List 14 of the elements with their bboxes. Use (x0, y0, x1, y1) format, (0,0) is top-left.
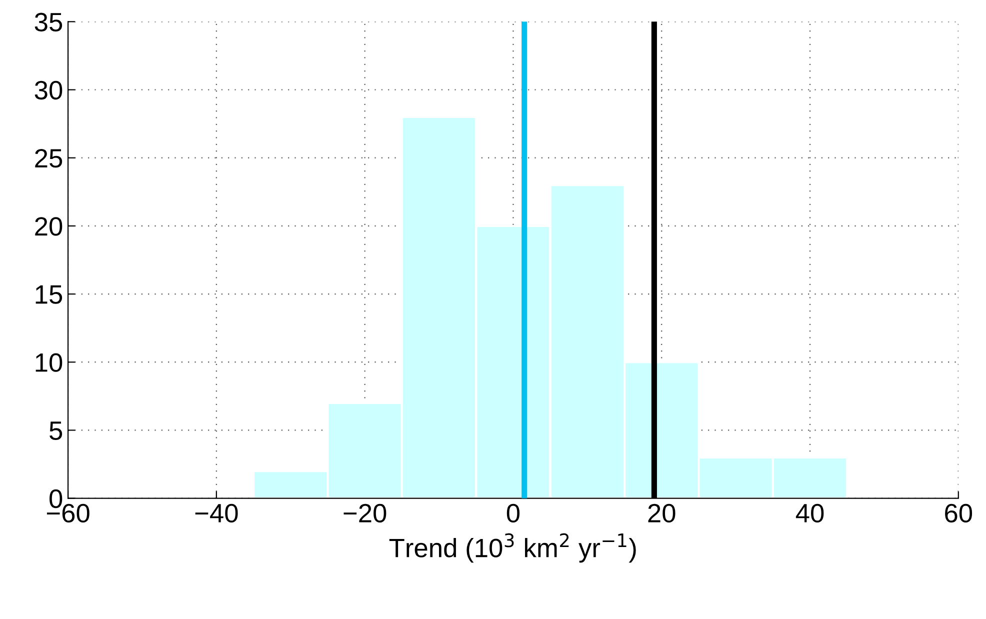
y-tick-label: 35 (34, 12, 62, 32)
y-tick-label: 15 (36, 285, 62, 304)
x-axis-title: Trend (10$^{3}$ km$^{2}$ yr$^{−1}$) (389, 533, 636, 563)
x-tick-label: 60 (945, 504, 972, 523)
x-tick-label: −40 (195, 504, 238, 523)
y-tick-label: 20 (35, 217, 62, 236)
y-tick-label: 5 (50, 422, 62, 440)
x-tick-label: −20 (344, 504, 386, 523)
x-tick-label: 40 (796, 504, 824, 523)
x-tick-label: 0 (506, 504, 520, 523)
y-tick-label: 30 (34, 80, 62, 100)
y-tick-label: 10 (36, 353, 62, 372)
y-tick-label: 25 (35, 148, 62, 168)
x-tick-label: 20 (648, 504, 676, 523)
